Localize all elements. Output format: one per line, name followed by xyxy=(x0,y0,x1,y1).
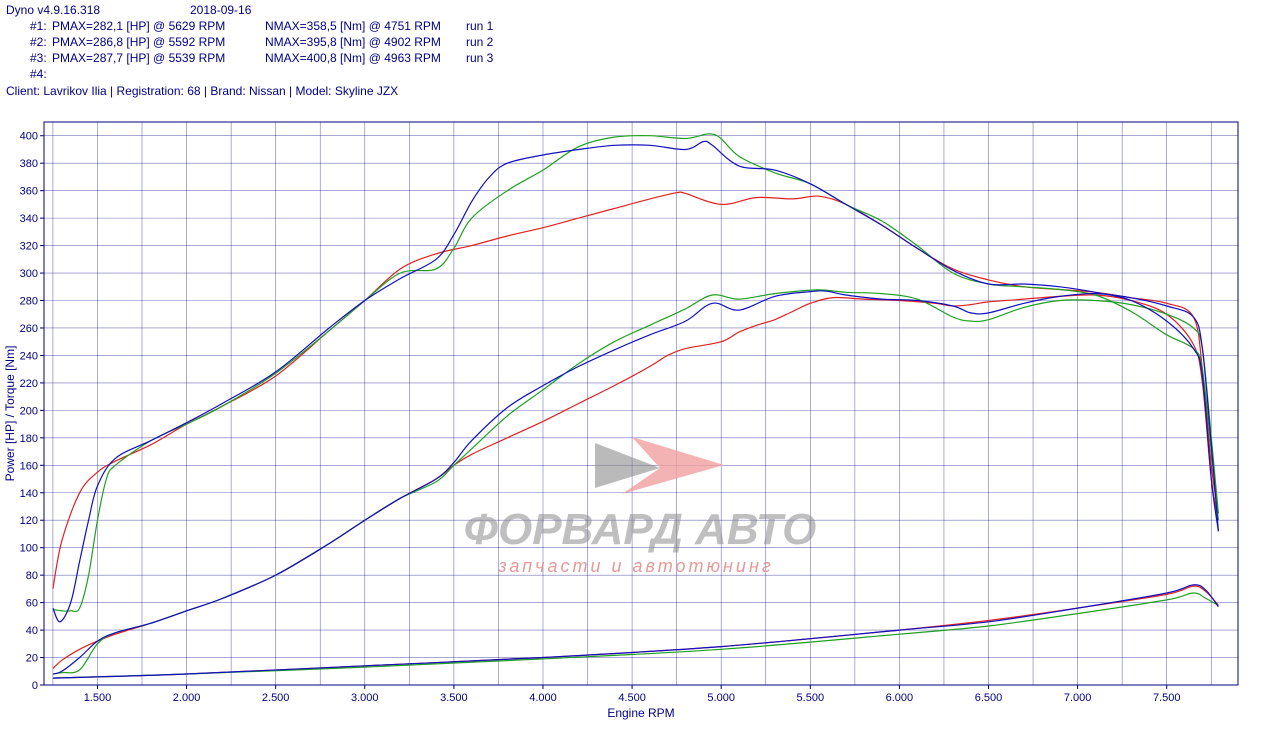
y-tick-label: 100 xyxy=(20,543,38,555)
run-name-2: run 2 xyxy=(466,35,494,49)
x-tick-label: 4.000 xyxy=(529,692,557,704)
x-tick-label: 2.500 xyxy=(262,692,290,704)
x-tick-label: 6.500 xyxy=(975,692,1003,704)
run-name-3: run 3 xyxy=(466,51,494,65)
run-date: 2018-09-16 xyxy=(190,3,252,17)
chart-series xyxy=(52,133,1219,679)
y-tick-label: 60 xyxy=(26,598,38,610)
series-line-power-run-1 xyxy=(52,294,1219,669)
watermark-tagline: запчасти и автотюнинг xyxy=(497,556,773,576)
series-line-power-run-3 xyxy=(52,289,1219,675)
watermark-arrow-dark-icon xyxy=(595,443,660,488)
x-tick-label: 7.000 xyxy=(1064,692,1092,704)
plot-frame xyxy=(43,121,1239,686)
series-line-torque-run-2 xyxy=(52,140,1219,623)
watermark-arrow-red-icon xyxy=(622,437,724,494)
x-tick-label: 3.500 xyxy=(440,692,468,704)
x-tick-label: 3.000 xyxy=(351,692,379,704)
y-tick-label: 180 xyxy=(20,433,38,445)
run-nmax-3: NMAX=400,8 [Nm] @ 4963 RPM xyxy=(265,51,441,65)
run-nmax-1: NMAX=358,5 [Nm] @ 4751 RPM xyxy=(265,19,441,33)
run-id-4: #4: xyxy=(30,67,47,81)
chart-grid xyxy=(44,122,1238,686)
chart-ticks: 0 20 40 60 80 100 120 140 160 180 200 220 240 260 280 3… xyxy=(20,131,1181,704)
watermark: ФОРВАРД АВТО запчасти и автотюнинг xyxy=(464,437,817,576)
run-name-1: run 1 xyxy=(466,19,494,33)
y-tick-label: 140 xyxy=(20,488,38,500)
run-id-2: #2: xyxy=(30,35,47,49)
run-pmax-1: PMAX=282,1 [HP] @ 5629 RPM xyxy=(52,19,226,33)
x-axis-label: Engine RPM xyxy=(607,706,674,720)
y-tick-label: 240 xyxy=(20,350,38,362)
x-tick-label: 1.500 xyxy=(84,692,112,704)
y-axis-label: Power [HP] / Torque [Nm] xyxy=(3,346,17,482)
y-tick-label: 80 xyxy=(26,570,38,582)
y-tick-label: 320 xyxy=(20,241,38,253)
x-tick-label: 2.000 xyxy=(173,692,201,704)
y-tick-label: 360 xyxy=(20,186,38,198)
run-id-1: #1: xyxy=(30,19,47,33)
y-tick-label: 400 xyxy=(20,131,38,143)
y-tick-label: 0 xyxy=(32,680,38,692)
run-id-3: #3: xyxy=(30,51,47,65)
x-tick-label: 6.000 xyxy=(886,692,914,704)
y-tick-label: 40 xyxy=(26,625,38,637)
series-line-loss-run-3 xyxy=(52,592,1219,679)
series-line-loss-run-1 xyxy=(52,585,1219,679)
y-tick-label: 160 xyxy=(20,460,38,472)
run-nmax-2: NMAX=395,8 [Nm] @ 4902 RPM xyxy=(265,35,441,49)
x-tick-label: 5.000 xyxy=(707,692,735,704)
y-tick-label: 120 xyxy=(20,515,38,527)
series-line-loss-run-2 xyxy=(52,584,1219,679)
app-version: Dyno v4.9.16.318 xyxy=(6,3,101,17)
y-tick-label: 280 xyxy=(20,296,38,308)
x-tick-label: 5.500 xyxy=(797,692,825,704)
y-tick-label: 220 xyxy=(20,378,38,390)
y-tick-label: 260 xyxy=(20,323,38,335)
run-pmax-3: PMAX=287,7 [HP] @ 5539 RPM xyxy=(52,51,226,65)
x-tick-label: 4.500 xyxy=(618,692,646,704)
run-pmax-2: PMAX=286,8 [HP] @ 5592 RPM xyxy=(52,35,226,49)
y-tick-label: 300 xyxy=(20,268,38,280)
watermark-brand: ФОРВАРД АВТО xyxy=(464,505,817,554)
y-tick-label: 200 xyxy=(20,405,38,417)
series-line-power-run-2 xyxy=(52,290,1219,675)
series-line-torque-run-3 xyxy=(52,133,1219,613)
y-tick-label: 380 xyxy=(20,158,38,170)
client-info: Client: Lavrikov Ilia | Registration: 68… xyxy=(6,84,399,98)
x-tick-label: 7.500 xyxy=(1153,692,1181,704)
y-tick-label: 340 xyxy=(20,213,38,225)
y-tick-label: 20 xyxy=(26,653,38,665)
